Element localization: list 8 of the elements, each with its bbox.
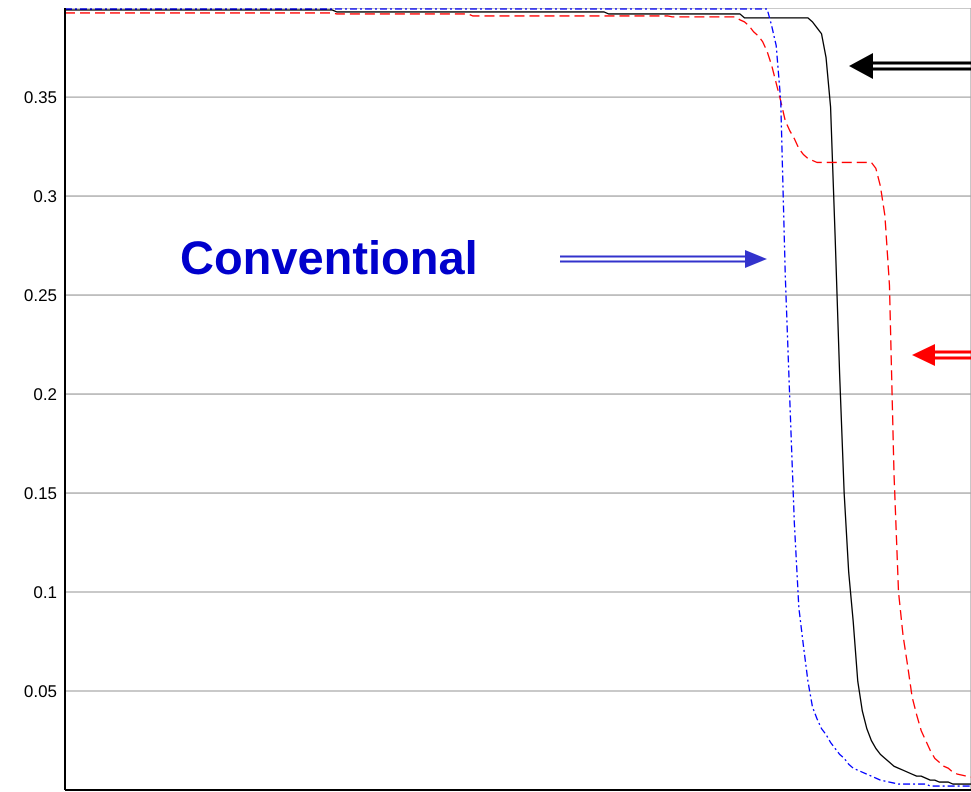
y-tick-label: 0.35	[24, 88, 57, 108]
y-tick-label: 0.2	[33, 385, 57, 404]
y-tick-label: 0.1	[33, 583, 57, 602]
y-tick-label: 0.15	[24, 484, 57, 504]
y-tick-label: 0.05	[24, 682, 57, 702]
y-tick-label: 0.3	[33, 187, 57, 206]
y-tick-label: 0.25	[24, 286, 57, 306]
annotation: Conventional	[180, 230, 478, 285]
